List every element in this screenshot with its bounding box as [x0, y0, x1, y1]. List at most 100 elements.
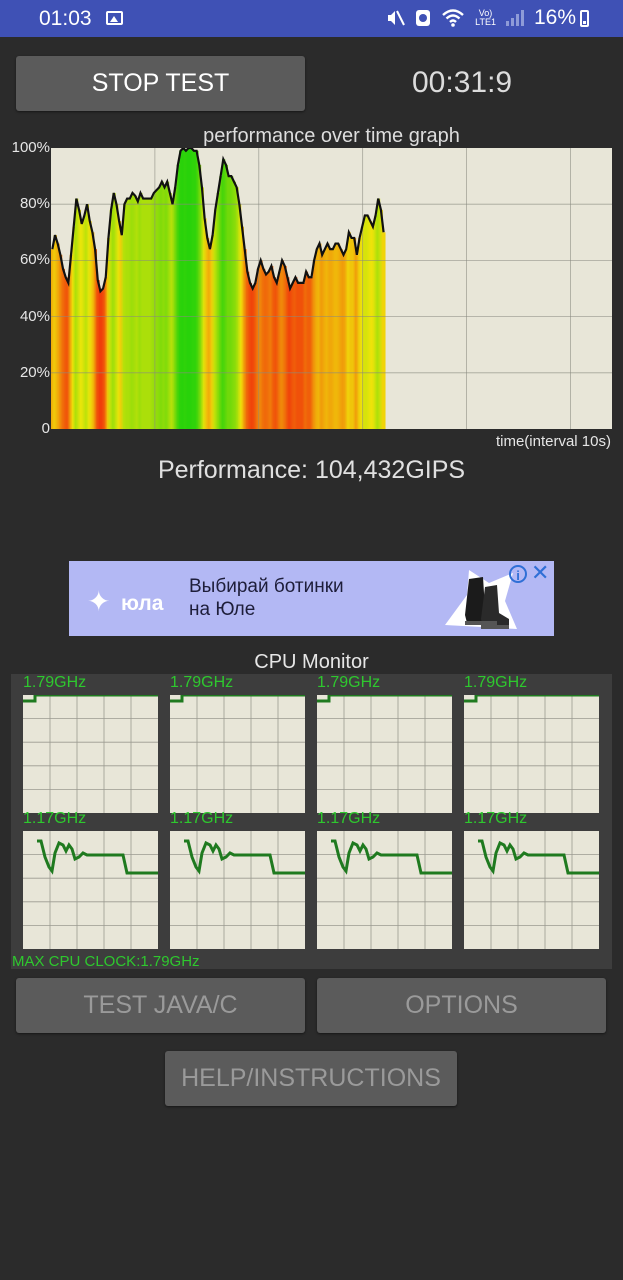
- wifi-icon: [442, 9, 464, 27]
- performance-bar: [219, 176, 223, 429]
- ad-close-icon[interactable]: ✕: [531, 560, 550, 585]
- performance-bar: [197, 164, 202, 430]
- options-button[interactable]: OPTIONS: [317, 978, 606, 1033]
- performance-bar: [139, 192, 143, 429]
- performance-bar: [307, 277, 311, 429]
- performance-bar: [93, 249, 98, 429]
- performance-bar: [213, 209, 218, 429]
- status-bar: 01:03 Vo) LTE1 16%: [0, 0, 623, 37]
- cpu-core-graph: [170, 693, 305, 813]
- performance-bar: [376, 198, 381, 429]
- signal-icon: [505, 10, 524, 26]
- cpu-core-graph: [317, 693, 452, 813]
- performance-bar: [133, 195, 138, 429]
- core-frequency-label: 1.17GHz: [317, 810, 381, 827]
- performance-bar: [275, 282, 279, 429]
- ad-banner[interactable]: ✦ юла Выбирай ботинки на Юле i ✕: [69, 560, 554, 636]
- performance-bar: [310, 277, 314, 429]
- performance-bar: [294, 277, 298, 429]
- core-frequency-label: 1.17GHz: [170, 810, 234, 827]
- performance-bar: [109, 209, 114, 429]
- performance-bar: [165, 181, 170, 429]
- performance-bar: [147, 198, 151, 429]
- gallery-notification-icon: [106, 11, 123, 25]
- ad-logo-star-icon: ✦: [87, 586, 111, 617]
- performance-bar: [363, 215, 367, 429]
- performance-bar: [136, 201, 140, 429]
- y-tick-label: 80%: [19, 195, 50, 213]
- performance-bar: [107, 237, 111, 429]
- performance-bar: [352, 237, 357, 429]
- y-tick-label: 60%: [19, 251, 50, 269]
- performance-bar: [125, 198, 130, 429]
- performance-bar: [208, 249, 212, 429]
- ad-boots-image: [445, 570, 517, 629]
- performance-bar: [160, 181, 164, 429]
- performance-bar: [254, 282, 258, 429]
- performance-bar: [179, 150, 183, 429]
- performance-graph: [51, 146, 612, 430]
- performance-bar: [187, 148, 191, 429]
- ad-brand: юла: [121, 592, 164, 615]
- ad-text-line2: на Юле: [189, 599, 256, 620]
- performance-bar: [248, 282, 252, 429]
- cpu-core-graph: [23, 693, 158, 813]
- performance-bar: [64, 277, 68, 429]
- performance-line: [51, 146, 385, 294]
- status-icons: Vo) LTE1 16%: [385, 6, 589, 30]
- performance-bar: [371, 226, 375, 429]
- performance-bar: [163, 187, 167, 429]
- performance-bar: [379, 209, 383, 429]
- performance-bar: [141, 198, 146, 429]
- performance-bar: [184, 150, 188, 429]
- performance-bar: [318, 243, 322, 429]
- test-java-c-button[interactable]: TEST JAVA/C: [16, 978, 305, 1033]
- core-frequency-line: [170, 693, 305, 703]
- ad-info-icon[interactable]: i: [509, 565, 527, 583]
- core-frequency-line: [464, 693, 599, 703]
- y-tick-label: 20%: [19, 363, 50, 381]
- lte-indicator: Vo) LTE1: [475, 9, 496, 27]
- core-frequency-label: 1.79GHz: [170, 674, 234, 691]
- performance-bar: [195, 150, 199, 429]
- test-java-c-label: TEST JAVA/C: [83, 991, 238, 1019]
- ad-text-line1: Выбирай ботинки: [189, 576, 344, 597]
- help-instructions-button[interactable]: HELP/INSTRUCTIONS: [165, 1051, 457, 1106]
- performance-bar: [56, 243, 60, 429]
- stop-test-button[interactable]: STOP TEST: [16, 56, 305, 111]
- performance-bar: [251, 288, 255, 429]
- performance-bar: [99, 291, 103, 429]
- performance-bar: [342, 254, 346, 429]
- max-cpu-clock: MAX CPU CLOCK:1.79GHz: [12, 953, 200, 970]
- performance-bar: [283, 266, 287, 429]
- performance-bar: [168, 192, 172, 429]
- performance-bar: [326, 243, 330, 429]
- performance-bar: [235, 187, 239, 429]
- performance-bar: [366, 215, 370, 429]
- performance-bar: [270, 266, 274, 429]
- performance-bar: [51, 249, 55, 429]
- performance-bar: [328, 249, 333, 429]
- status-time: 01:03: [39, 7, 92, 30]
- battery-percent-text: 16%: [533, 6, 576, 29]
- help-instructions-label: HELP/INSTRUCTIONS: [181, 1064, 441, 1092]
- y-tick-label: 40%: [19, 307, 50, 325]
- cpu-core-graph: [464, 831, 599, 949]
- cpu-core-graph: [23, 831, 158, 949]
- performance-bar: [264, 274, 268, 429]
- performance-bar: [296, 282, 301, 429]
- performance-bar: [173, 187, 178, 429]
- performance-bar: [200, 187, 204, 429]
- graph-x-axis-label: time(interval 10s): [495, 433, 611, 450]
- performance-bar: [272, 277, 276, 429]
- core-frequency-line: [37, 839, 158, 875]
- core-frequency-line: [317, 693, 452, 703]
- performance-bar: [262, 268, 266, 429]
- performance-bar: [128, 198, 132, 429]
- performance-bar: [96, 280, 100, 429]
- performance-bar: [59, 254, 63, 429]
- performance-bar: [331, 249, 335, 429]
- performance-bar: [240, 226, 244, 429]
- performance-bar: [243, 249, 247, 429]
- performance-bar: [229, 176, 234, 429]
